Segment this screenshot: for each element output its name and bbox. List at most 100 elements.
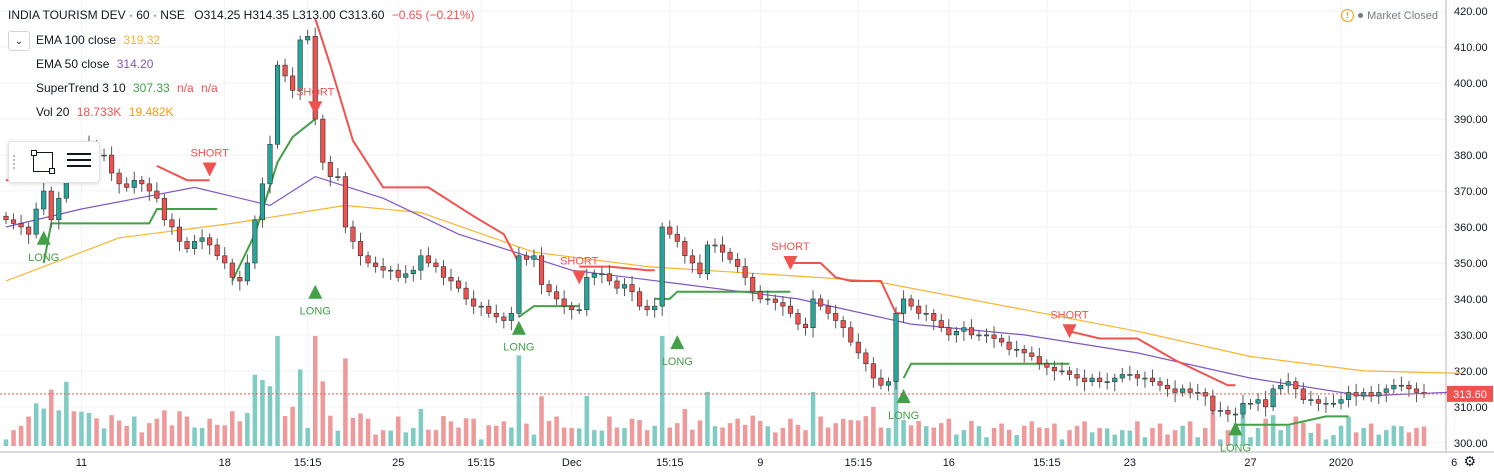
volume-bar xyxy=(1308,432,1314,446)
volume-bar xyxy=(833,423,838,446)
legend-collapse-button[interactable]: ⌄ xyxy=(8,31,30,51)
volume-bar xyxy=(1414,427,1419,446)
x-tick-label: 9 xyxy=(757,457,763,469)
volume-bar xyxy=(592,430,597,446)
volume-bar xyxy=(403,432,409,446)
candle-body xyxy=(365,255,371,264)
volume-bar xyxy=(33,403,39,446)
volume-bar xyxy=(554,416,559,446)
x-tick-label: 15:15 xyxy=(1033,457,1061,469)
volume-bar xyxy=(18,425,24,446)
legend-supertrend[interactable]: SuperTrend 3 10 307.33 n/a n/a xyxy=(36,81,218,95)
candle-body xyxy=(599,273,605,276)
candle-body xyxy=(818,298,824,307)
candle-body xyxy=(192,241,198,249)
long-signal-label: LONG xyxy=(28,252,59,264)
legend-ema50[interactable]: EMA 50 close 314.20 xyxy=(36,57,153,71)
volume-bar xyxy=(290,406,295,446)
y-tick-label: 340.00 xyxy=(1454,294,1488,306)
volume-bar xyxy=(584,395,590,446)
volume-bar xyxy=(282,416,288,446)
volume-bar xyxy=(162,410,167,446)
candle-body xyxy=(1391,384,1397,390)
legend-volume[interactable]: Vol 20 18.733K 19.482K xyxy=(36,105,174,119)
candle-body xyxy=(674,233,680,242)
candle-body xyxy=(139,179,145,185)
candle-body xyxy=(840,320,846,329)
candle-body xyxy=(244,262,250,282)
volume-bar xyxy=(1263,418,1268,446)
candle-body xyxy=(621,284,628,289)
volume-bar xyxy=(825,427,831,446)
candle-body xyxy=(961,327,967,332)
supertrend-down-line xyxy=(156,164,210,182)
candle-body xyxy=(146,183,152,192)
volume-bar xyxy=(1142,437,1148,446)
volume-bar xyxy=(139,432,145,446)
volume-bar xyxy=(207,418,212,446)
candle-body xyxy=(290,75,296,91)
volume-bar xyxy=(1120,430,1125,446)
volume-bar xyxy=(1112,434,1118,446)
candle-body xyxy=(659,226,665,307)
volume-bar xyxy=(1323,439,1329,446)
volume-bar xyxy=(358,413,363,446)
volume-bar xyxy=(1074,425,1080,446)
volume-bar xyxy=(1210,409,1216,446)
volume-bar xyxy=(1248,437,1253,446)
candle-body xyxy=(1406,384,1412,390)
y-tick-label: 390.00 xyxy=(1454,114,1488,126)
ohlc-values: O314.25 H314.35 L313.00 C313.60 xyxy=(194,8,385,22)
drawing-toolbox[interactable] xyxy=(8,141,100,183)
candle-body xyxy=(1187,388,1193,393)
candle-body xyxy=(863,352,869,364)
candle-body xyxy=(33,208,39,235)
volume-bar xyxy=(539,396,544,446)
candle-body xyxy=(1330,402,1337,405)
volume-bar xyxy=(742,424,748,446)
market-status: ! Market Closed xyxy=(1341,9,1438,22)
volume-bar xyxy=(1331,435,1336,446)
candle-body xyxy=(357,241,364,257)
candle-body xyxy=(878,377,884,386)
volume-bar xyxy=(652,425,657,446)
volume-bar xyxy=(1059,439,1065,446)
candle-body xyxy=(704,244,711,275)
gear-icon[interactable]: ⚙ xyxy=(1463,453,1476,469)
y-tick-label: 420.00 xyxy=(1454,6,1488,18)
last-price-badge xyxy=(1447,385,1493,402)
settings-lines-icon[interactable] xyxy=(67,153,91,171)
volume-bar xyxy=(509,427,514,446)
candle-body xyxy=(1195,392,1201,394)
volume-bar xyxy=(1006,429,1012,446)
volume-bar xyxy=(1150,427,1155,446)
volume-bar xyxy=(991,427,997,446)
volume-bar xyxy=(1384,430,1389,446)
volume-bar xyxy=(350,417,356,446)
candle-body xyxy=(207,237,213,246)
drag-handle-icon[interactable] xyxy=(12,154,16,170)
x-tick-label: 23 xyxy=(1124,457,1136,469)
candle-body xyxy=(885,381,892,386)
volume-bar xyxy=(433,430,439,446)
volume-bar xyxy=(1037,427,1042,446)
rectangle-tool-icon[interactable] xyxy=(31,150,55,174)
candle-body xyxy=(1029,352,1035,357)
volume-bar xyxy=(1014,435,1019,446)
volume-bar xyxy=(101,428,107,446)
volume-bar xyxy=(1240,411,1246,446)
y-tick-label: 400.00 xyxy=(1454,78,1488,90)
volume-bar xyxy=(1225,430,1231,446)
candle-body xyxy=(999,338,1005,343)
candle-body xyxy=(1270,388,1276,408)
volume-bar xyxy=(644,430,650,446)
volume-bar xyxy=(524,423,529,446)
clock-icon: ! xyxy=(1341,9,1355,22)
volume-bar xyxy=(471,418,476,446)
volume-bar xyxy=(1301,422,1306,446)
candle-body xyxy=(26,226,32,235)
legend-ema100[interactable]: EMA 100 close 319.32 xyxy=(36,33,160,47)
candle-body xyxy=(486,305,492,314)
volume-bar xyxy=(1391,425,1397,446)
